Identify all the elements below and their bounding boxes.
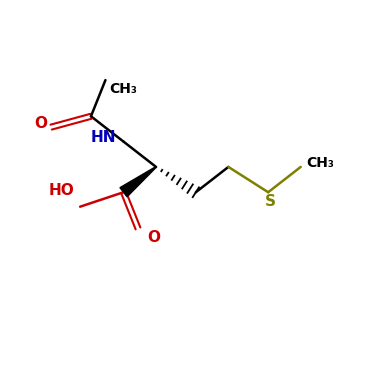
Polygon shape — [120, 166, 156, 197]
Text: CH₃: CH₃ — [306, 156, 334, 170]
Text: CH₃: CH₃ — [109, 82, 137, 96]
Text: O: O — [34, 116, 48, 131]
Text: HO: HO — [49, 183, 75, 198]
Text: S: S — [265, 194, 276, 209]
Text: HN: HN — [91, 131, 116, 145]
Text: O: O — [147, 230, 160, 245]
